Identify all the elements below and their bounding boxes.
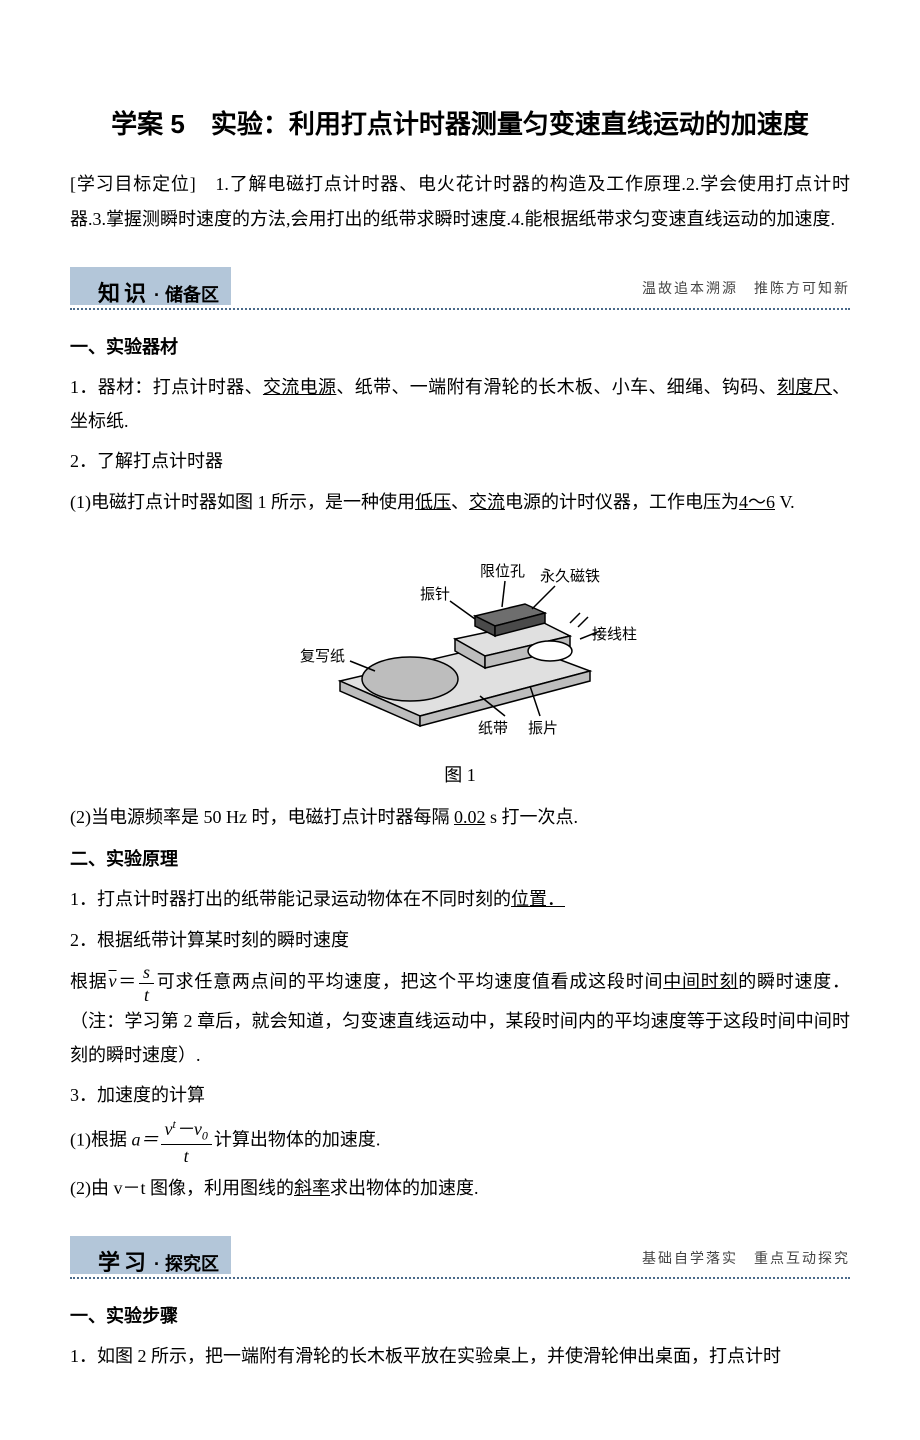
eq-lhs: a＝ (132, 1130, 159, 1150)
timer-voltage-line: (1)电磁打点计时器如图 1 所示，是一种使用低压、交流电源的计时仪器，工作电压… (70, 485, 850, 519)
principle-line-2: 2．根据纸带计算某时刻的瞬时速度 (70, 923, 850, 957)
timer-intro: 2．了解打点计时器 (70, 444, 850, 478)
text: ＝ (118, 971, 138, 991)
banner-sub-text: · 储备区 (154, 278, 219, 312)
label-fuxiezhi: 复写纸 (300, 647, 345, 665)
blank-low-voltage: 低压 (415, 492, 451, 512)
label-zhidai: 纸带 (478, 720, 508, 737)
frequency-line: (2)当电源频率是 50 Hz 时，电磁打点计时器每隔 0.02 s 打一次点. (70, 800, 850, 834)
text: (1)电磁打点计时器如图 1 所示，是一种使用 (70, 492, 415, 512)
blank-slope: 斜率 (294, 1178, 330, 1198)
text: 求出物体的加速度. (330, 1178, 479, 1198)
minus-v: －v (176, 1119, 202, 1139)
blank-interval: 0.02 (454, 807, 486, 827)
document-title: 学案 5 实验：利用打点计时器测量匀变速直线运动的加速度 (70, 100, 850, 149)
objectives-label: [学习目标定位] (70, 174, 215, 194)
text: V. (775, 492, 795, 512)
banner-sub-text: · 探究区 (154, 1247, 219, 1281)
subhead-principle: 二、实验原理 (70, 842, 850, 876)
acceleration-formula-line: (1)根据 a＝vt－v0t计算出物体的加速度. (70, 1118, 850, 1165)
numerator: s (139, 963, 154, 984)
text: 可求任意两点间的平均速度，把这个平均速度值看成这段时间 (156, 971, 663, 991)
label-zhenzhen: 振针 (420, 586, 450, 603)
denominator: t (139, 984, 154, 1004)
text: 1．器材：打点计时器、 (70, 377, 263, 397)
blank-position: 位置． (511, 889, 565, 909)
learning-objectives: [学习目标定位] 1.了解电磁打点计时器、电火花计时器的构造及工作原理.2.学会… (70, 167, 850, 235)
figure-1-caption: 图 1 (70, 758, 850, 792)
text: 1．打点计时器打出的纸带能记录运动物体在不同时刻的 (70, 889, 511, 909)
text: 电源的计时仪器，工作电压为 (505, 492, 739, 512)
banner-box: 知识 · 储备区 (70, 267, 231, 305)
fraction-dv-over-t: vt－v0t (161, 1118, 212, 1165)
text: 计算出物体的加速度. (214, 1130, 381, 1150)
denominator: t (161, 1145, 212, 1165)
banner-right-caption: 温故追本溯源 推陈方可知新 (642, 277, 850, 304)
blank-mid-time: 中间时刻 (663, 971, 738, 991)
text: (1)根据 (70, 1130, 132, 1150)
banner-box: 学习 · 探究区 (70, 1236, 231, 1274)
banner-main-text: 学习 (98, 1242, 150, 1284)
timer-diagram: 振针 限位孔 永久磁铁 接线柱 复写纸 纸带 振片 (280, 531, 640, 741)
text: (2)当电源频率是 50 Hz 时，电磁打点计时器每隔 (70, 807, 454, 827)
subhead-steps: 一、实验步骤 (70, 1299, 850, 1333)
label-xianweikong: 限位孔 (480, 563, 525, 580)
text: (2)由 v－t 图像，利用图线的 (70, 1178, 294, 1198)
avg-velocity-line: 根据v＝st可求任意两点间的平均速度，把这个平均速度值看成这段时间中间时刻的瞬时… (70, 963, 850, 1072)
figure-1: 振针 限位孔 永久磁铁 接线柱 复写纸 纸带 振片 图 1 (70, 531, 850, 792)
vt-graph-line: (2)由 v－t 图像，利用图线的斜率求出物体的加速度. (70, 1171, 850, 1205)
banner-right-caption: 基础自学落实 重点互动探究 (642, 1247, 850, 1274)
apparatus-list: 1．器材：打点计时器、交流电源、纸带、一端附有滑轮的长木板、小车、细绳、钩码、刻… (70, 370, 850, 438)
section-banner-knowledge: 知识 · 储备区 温故追本溯源 推陈方可知新 (70, 264, 850, 310)
blank-voltage-range: 4～6 (739, 492, 775, 512)
section-banner-study: 学习 · 探究区 基础自学落实 重点互动探究 (70, 1233, 850, 1279)
subhead-apparatus: 一、实验器材 (70, 330, 850, 364)
banner-main-text: 知识 (98, 273, 150, 315)
text: 、 (451, 492, 469, 512)
label-zhenpian: 振片 (528, 720, 558, 737)
label-yongjiucitie: 永久磁铁 (540, 568, 600, 585)
blank-ac: 交流 (469, 492, 505, 512)
principle-line-1: 1．打点计时器打出的纸带能记录运动物体在不同时刻的位置． (70, 882, 850, 916)
v-bar: v (108, 971, 118, 991)
sub-0: 0 (202, 1129, 208, 1143)
text: s 打一次点. (485, 807, 578, 827)
text: 根据 (70, 971, 108, 991)
blank-ac-power: 交流电源 (263, 377, 336, 397)
v: v (165, 1119, 173, 1139)
label-jiexianzhu: 接线柱 (592, 626, 637, 643)
step-1: 1．如图 2 所示，把一端附有滑轮的长木板平放在实验桌上，并使滑轮伸出桌面，打点… (70, 1339, 850, 1373)
text: 、纸带、一端附有滑轮的长木板、小车、细绳、钩码、 (336, 377, 777, 397)
blank-ruler: 刻度尺 (777, 377, 832, 397)
numerator: vt－v0 (161, 1118, 212, 1145)
principle-line-3: 3．加速度的计算 (70, 1078, 850, 1112)
fraction-s-over-t: st (139, 963, 154, 1004)
